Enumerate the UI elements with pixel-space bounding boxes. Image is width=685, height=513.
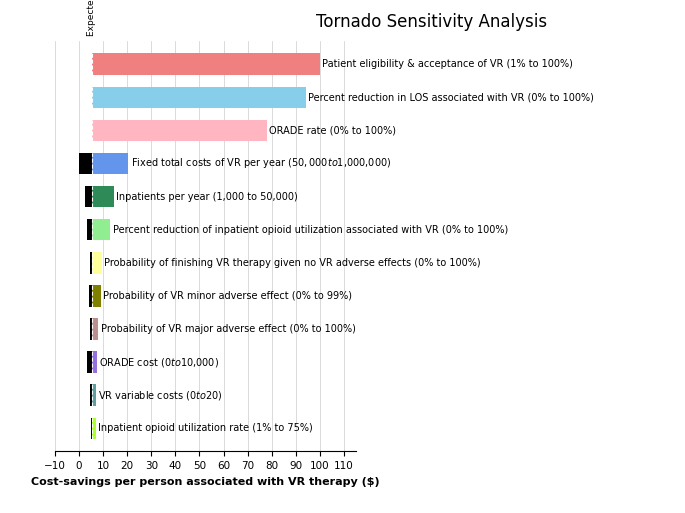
Bar (88, 219, 110, 241)
Text: Expected Value: 5.39: Expected Value: 5.39 (88, 0, 97, 36)
Bar (88, 351, 97, 373)
Bar (91, 418, 96, 439)
Bar (90, 384, 96, 406)
X-axis label: Cost-savings per person associated with VR therapy ($): Cost-savings per person associated with … (32, 477, 379, 487)
Bar (85, 186, 92, 207)
Bar (92, 120, 267, 141)
Text: Fixed total costs of VR per year ($50,000 to $1,000,000): Fixed total costs of VR per year ($50,00… (131, 156, 391, 170)
Bar (88, 351, 92, 373)
Bar (90, 318, 98, 340)
Bar (88, 285, 92, 307)
Text: Percent reduction of inpatient opioid utilization associated with VR (0% to 100%: Percent reduction of inpatient opioid ut… (112, 225, 508, 234)
Bar (90, 252, 102, 273)
Text: ORADE cost ($0 to $10,000): ORADE cost ($0 to $10,000) (99, 356, 219, 368)
Text: Inpatients per year (1,000 to 50,000): Inpatients per year (1,000 to 50,000) (116, 191, 298, 202)
Bar (88, 285, 101, 307)
Bar (91, 418, 92, 439)
Text: Probability of VR minor adverse effect (0% to 99%): Probability of VR minor adverse effect (… (103, 291, 352, 301)
Bar (92, 53, 320, 75)
Text: ORADE rate (0% to 100%): ORADE rate (0% to 100%) (269, 125, 397, 135)
Text: Percent reduction in LOS associated with VR (0% to 100%): Percent reduction in LOS associated with… (308, 92, 594, 102)
Text: Inpatient opioid utilization rate (1% to 75%): Inpatient opioid utilization rate (1% to… (98, 423, 313, 433)
Bar (88, 219, 92, 241)
Bar (90, 384, 92, 406)
Bar (92, 87, 306, 108)
Bar (90, 252, 92, 273)
Bar (79, 153, 92, 174)
Bar (79, 153, 128, 174)
Text: Patient eligibility & acceptance of VR (1% to 100%): Patient eligibility & acceptance of VR (… (323, 59, 573, 69)
Text: VR variable costs ($0 to $20): VR variable costs ($0 to $20) (98, 389, 223, 402)
Title: Tornado Sensitivity Analysis: Tornado Sensitivity Analysis (316, 13, 547, 31)
Text: Probability of finishing VR therapy given no VR adverse effects (0% to 100%): Probability of finishing VR therapy give… (104, 258, 481, 268)
Bar (90, 318, 92, 340)
Text: Probability of VR major adverse effect (0% to 100%): Probability of VR major adverse effect (… (101, 324, 356, 334)
Bar (85, 186, 114, 207)
